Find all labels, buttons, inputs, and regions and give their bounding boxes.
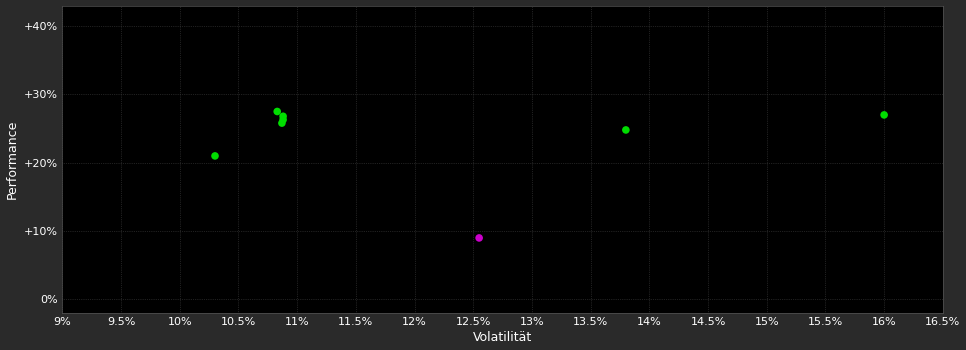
Point <box>876 112 892 118</box>
Point <box>471 235 487 241</box>
X-axis label: Volatilität: Volatilität <box>473 331 532 344</box>
Y-axis label: Performance: Performance <box>6 120 18 199</box>
Point <box>208 153 223 159</box>
Point <box>270 109 285 114</box>
Point <box>618 127 634 133</box>
Point <box>275 113 291 119</box>
Point <box>275 117 291 122</box>
Point <box>274 120 290 126</box>
